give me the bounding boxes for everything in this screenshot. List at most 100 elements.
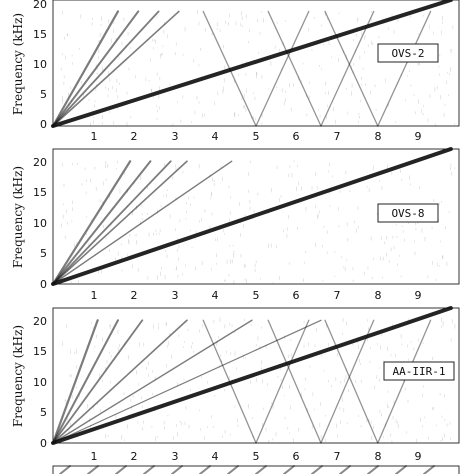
harmonic-sweep	[52, 10, 180, 127]
x-tick-labels: 1 2 3 4 5 6 7 8 9	[91, 289, 422, 302]
x-tick-label: 4	[212, 130, 219, 143]
alias-mirror-line	[267, 319, 322, 444]
partial-streak	[199, 465, 211, 474]
panel-partial-bottom	[52, 465, 460, 474]
spectrogram-marks	[51, 147, 456, 286]
x-tick-label: 4	[212, 289, 219, 302]
y-tick-label: 5	[40, 88, 47, 101]
harmonic-sweep	[52, 160, 152, 285]
y-tick-label: 0	[40, 437, 47, 450]
x-tick-label: 9	[415, 450, 422, 463]
partial-streak	[283, 465, 295, 474]
harmonic-sweep	[52, 319, 188, 444]
x-tick-label: 6	[293, 289, 300, 302]
y-tick-label: 0	[40, 118, 47, 131]
fundamental-sweep	[51, 0, 453, 128]
y-tick-label: 10	[33, 58, 47, 71]
y-axis-title: Frequency (kHz)	[11, 325, 25, 427]
y-tick-label: 0	[40, 278, 47, 291]
alias-mirror-line	[377, 10, 432, 127]
harmonic-sweep	[52, 160, 188, 285]
partial-streak	[395, 465, 407, 474]
x-tick-label: 3	[172, 450, 179, 463]
x-tick-label: 6	[293, 130, 300, 143]
alias-mirror-line	[202, 319, 257, 444]
harmonic-sweep	[52, 10, 140, 127]
x-tick-label: 7	[334, 289, 341, 302]
partial-streak	[227, 465, 239, 474]
panel-label: OVS-2	[391, 47, 424, 60]
x-tick-label: 1	[91, 130, 98, 143]
y-tick-label: 5	[40, 406, 47, 419]
harmonic-sweep	[52, 319, 119, 444]
x-tick-labels: 1 2 3 4 5 6 7 8 9	[91, 130, 422, 143]
harmonic-sweep	[52, 160, 172, 285]
x-tick-label: 9	[415, 130, 422, 143]
x-tick-label: 1	[91, 289, 98, 302]
y-tick-label: 20	[33, 0, 47, 11]
y-tick-label: 20	[33, 156, 47, 169]
alias-mirror-line	[267, 10, 322, 127]
x-tick-label: 4	[212, 450, 219, 463]
alias-mirror-line	[255, 10, 310, 127]
plot-frame	[52, 307, 460, 444]
x-tick-label: 8	[375, 289, 382, 302]
y-tick-label: 10	[33, 376, 47, 389]
label-box-frame	[377, 43, 439, 63]
y-tick-label: 20	[33, 315, 47, 328]
y-axis-title: Frequency (kHz)	[11, 166, 25, 268]
partial-streak	[367, 465, 379, 474]
x-tick-label: 7	[334, 130, 341, 143]
y-tick-labels: 0 5 10 15 20	[33, 0, 47, 131]
x-tick-labels: 1 2 3 4 5 6 7 8 9	[91, 450, 422, 463]
y-axis-title: Frequency (kHz)	[11, 13, 25, 115]
x-tick-label: 5	[253, 289, 260, 302]
y-tick-labels: 0 5 10 15 20	[33, 156, 47, 291]
harmonic-sweep	[52, 319, 253, 444]
alias-mirror-line	[202, 10, 257, 127]
x-tick-label: 3	[172, 289, 179, 302]
fundamental-sweep	[51, 306, 453, 445]
partial-streak	[339, 465, 351, 474]
y-tick-label: 15	[33, 345, 47, 358]
plot-frame	[52, 148, 460, 285]
alias-mirror-line	[320, 319, 375, 444]
panel-label-box: OVS-2	[377, 43, 439, 63]
partial-streak	[59, 465, 71, 474]
plot-frame	[52, 0, 460, 127]
x-tick-label: 3	[172, 130, 179, 143]
alias-mirror-line	[320, 10, 375, 127]
panel-label-box: AA-IIR-1	[383, 361, 455, 381]
label-box-frame	[377, 203, 439, 223]
alias-mirror-line	[255, 319, 310, 444]
x-tick-label: 5	[253, 130, 260, 143]
y-tick-label: 15	[33, 186, 47, 199]
fundamental-sweep	[51, 147, 453, 286]
spectrogram-marks	[51, 0, 455, 128]
x-tick-label: 2	[131, 130, 138, 143]
harmonic-sweep	[52, 10, 160, 127]
panel-label: AA-IIR-1	[393, 365, 446, 378]
partial-streak	[115, 465, 127, 474]
partial-streak	[87, 465, 99, 474]
panel-label: OVS-8	[391, 207, 424, 220]
panel-label-box: OVS-8	[377, 203, 439, 223]
partial-streak	[255, 465, 267, 474]
partial-streak	[311, 465, 323, 474]
partial-streak	[423, 465, 435, 474]
y-tick-label: 5	[40, 247, 47, 260]
x-tick-label: 8	[375, 130, 382, 143]
x-tick-label: 1	[91, 450, 98, 463]
harmonic-sweep	[52, 160, 233, 285]
x-tick-label: 2	[131, 450, 138, 463]
x-tick-label: 7	[334, 450, 341, 463]
panel-ovs-2: Frequency (kHz) 0 5 10 15 20 1 2 3 4 5 6…	[11, 0, 460, 143]
harmonic-sweep	[51, 319, 99, 445]
harmonic-sweep	[51, 10, 120, 128]
y-tick-label: 15	[33, 28, 47, 41]
x-tick-label: 2	[131, 289, 138, 302]
panel-ovs-8: Frequency (kHz) 0 5 10 15 20 1 2 3 4 5 6…	[11, 147, 460, 302]
alias-mirror-line	[324, 10, 379, 127]
harmonic-sweep	[52, 319, 322, 444]
x-tick-label: 9	[415, 289, 422, 302]
